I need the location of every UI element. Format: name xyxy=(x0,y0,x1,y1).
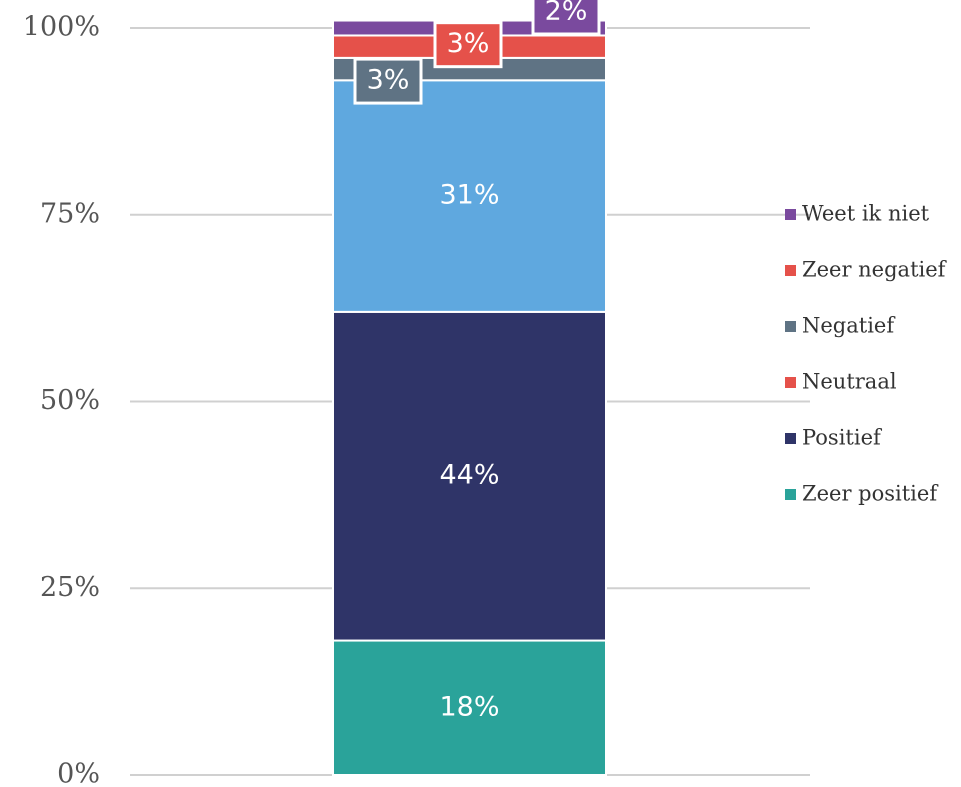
legend-label: Weet ik niet xyxy=(802,202,930,226)
legend-marker xyxy=(785,433,796,444)
label-box xyxy=(433,21,503,69)
legend-label: Zeer negatief xyxy=(802,258,948,282)
legend-label: Neutraal xyxy=(802,370,897,394)
value-label: 18% xyxy=(439,691,499,722)
value-label: 44% xyxy=(439,460,499,491)
y-tick-label: 75% xyxy=(40,198,100,229)
legend-marker xyxy=(785,489,796,500)
value-label: 2% xyxy=(545,0,588,27)
legend-marker xyxy=(785,321,796,332)
legend-marker xyxy=(785,209,796,220)
y-tick-label: 25% xyxy=(40,572,100,603)
bar-segment xyxy=(332,310,607,642)
legend-marker xyxy=(785,265,796,276)
bar-segment xyxy=(332,639,607,776)
label-box xyxy=(353,57,423,105)
value-label: 3% xyxy=(447,28,490,59)
value-label: 3% xyxy=(367,65,410,96)
legend-label: Zeer positief xyxy=(802,482,939,506)
legend-label: Negatief xyxy=(802,314,896,338)
y-tick-label: 50% xyxy=(40,385,100,416)
legend-label: Positief xyxy=(802,426,883,450)
y-tick-label: 100% xyxy=(23,12,100,43)
label-box xyxy=(531,0,601,36)
value-label: 31% xyxy=(439,180,499,211)
y-tick-label: 0% xyxy=(57,759,100,787)
legend-marker xyxy=(785,377,796,388)
